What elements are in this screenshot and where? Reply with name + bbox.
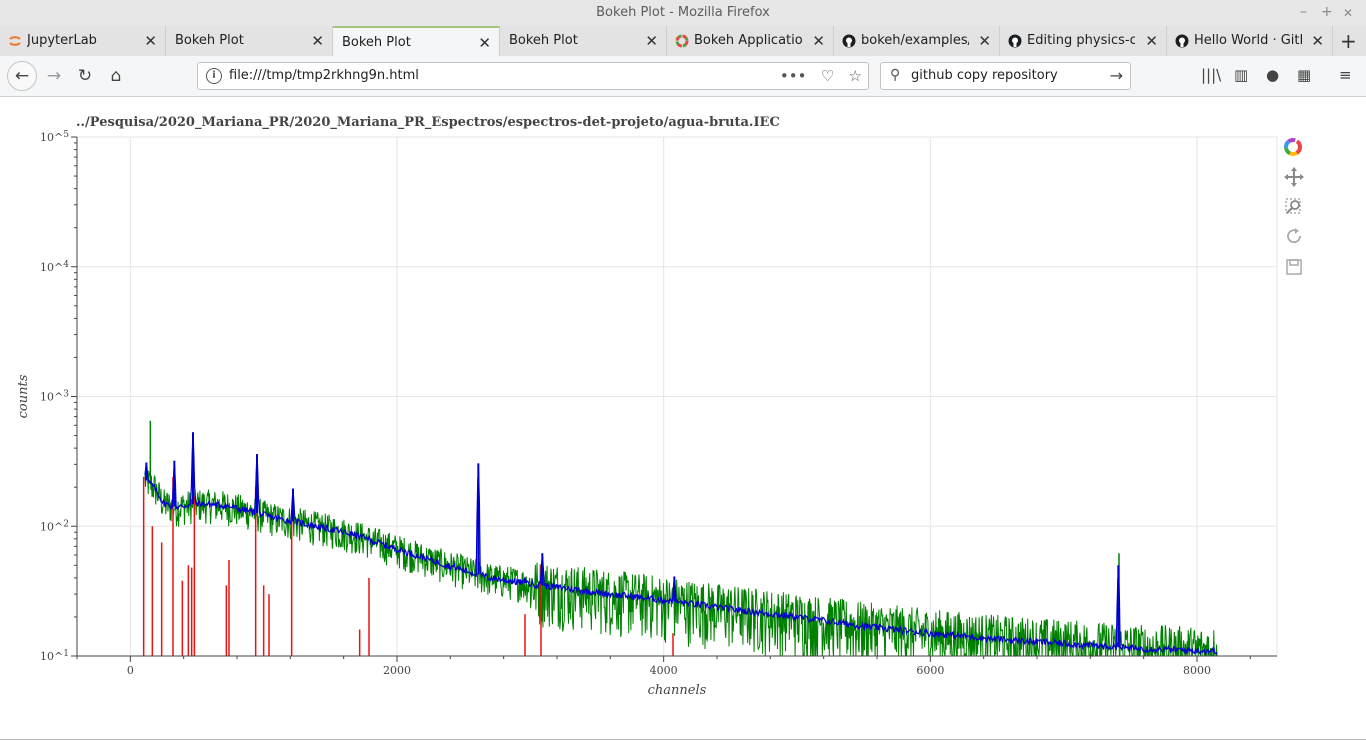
x-axis-label: channels [648,683,707,698]
close-tab-icon[interactable]: ✕ [645,32,658,50]
search-text[interactable]: github copy repository [911,68,1058,83]
tab-label: Editing physics-co [1027,33,1135,48]
extensions-icon[interactable]: ▦ [1297,66,1312,84]
window-title: Bokeh Plot - Mozilla Firefox [596,5,770,20]
library-icon[interactable]: |||\ [1201,66,1222,84]
back-button[interactable]: ← [7,61,37,91]
peak-stems-series [142,476,674,656]
menu-icon[interactable]: ≡ [1339,66,1352,84]
smoothed-spectrum-line [144,432,1218,656]
spectrum-chart[interactable]: 0 2000 4000 6000 8000 10^1 10^2 10^3 10^4 10^5 ch… [0,96,1366,716]
close-tab-icon[interactable]: ✕ [812,32,825,50]
tab-strip: JupyterLab ✕ Bokeh Plot ✕ Bokeh Plot ✕ B… [0,26,1366,57]
y-axis-label: counts [16,374,31,418]
github-icon [1008,34,1022,48]
close-tab-icon[interactable]: ✕ [144,32,157,50]
tab-jupyterlab[interactable]: JupyterLab ✕ [0,26,166,56]
close-tab-icon[interactable]: ✕ [311,32,324,50]
tab-bokeh-plot-active[interactable]: Bokeh Plot ✕ [333,26,500,56]
close-tab-icon[interactable]: ✕ [978,32,991,50]
url-bar[interactable]: i file:///tmp/tmp2rkhng9n.html ••• ♡ ☆ [197,62,869,90]
tab-label: Hello World · GitH [1194,33,1302,48]
bookmark-star-icon[interactable]: ☆ [848,67,862,85]
close-tab-icon[interactable]: ✕ [478,34,491,52]
more-actions-icon[interactable]: ••• [779,67,807,85]
maximize-button[interactable]: + [1321,4,1333,20]
x-tick-label: 6000 [916,664,944,677]
jupyter-icon [9,36,21,46]
save-icon[interactable] [1281,254,1307,280]
sidebar-icon[interactable]: ▥ [1234,66,1249,84]
tab-bokeh-examples[interactable]: bokeh/examples/ ✕ [834,26,1000,56]
reload-button[interactable]: ↻ [77,66,93,86]
y-tick-label: 10^4 [40,260,69,274]
tab-bokeh-plot-1[interactable]: Bokeh Plot ✕ [166,26,333,56]
box-zoom-icon[interactable] [1281,194,1307,220]
x-tick-label: 2000 [383,664,411,677]
account-icon[interactable]: ● [1266,66,1280,84]
tab-label: JupyterLab [27,33,97,48]
search-bar[interactable]: ⚲ github copy repository → [880,62,1131,90]
smoothed-spectrum-series [144,432,1218,656]
page-actions: ••• ♡ ☆ [780,67,862,85]
github-icon [842,34,856,48]
tab-hello-world[interactable]: Hello World · GitH ✕ [1167,26,1333,56]
x-tick-label: 0 [127,664,134,677]
tab-editing-physics[interactable]: Editing physics-co ✕ [1000,26,1167,56]
close-window-button[interactable]: ✕ [1343,6,1354,20]
y-tick-label: 10^5 [40,130,69,144]
minimize-button[interactable]: – [1300,4,1307,20]
close-tab-icon[interactable]: ✕ [1311,32,1324,50]
info-icon[interactable]: i [206,68,222,84]
github-icon [1175,34,1189,48]
pan-icon[interactable] [1281,164,1307,190]
grid-lines [77,136,1277,657]
url-text[interactable]: file:///tmp/tmp2rkhng9n.html [229,68,419,83]
page-bottom-border [0,739,1366,740]
new-tab-button[interactable]: + [1340,29,1357,53]
window-titlebar: Bokeh Plot - Mozilla Firefox – + ✕ [0,0,1366,27]
raw-spectrum-line [144,465,1218,658]
search-go-icon[interactable]: → [1109,66,1123,85]
tab-label: bokeh/examples/ [861,33,969,48]
bokeh-logo-icon[interactable] [1281,136,1307,162]
tab-label: Bokeh Application [694,33,802,48]
navigation-bar: ← → ↻ ⌂ i file:///tmp/tmp2rkhng9n.html •… [0,56,1366,97]
x-tick-label: 8000 [1183,664,1211,677]
bokeh-icon [675,34,689,48]
tab-label: Bokeh Plot [175,33,244,48]
reset-icon[interactable] [1281,224,1307,250]
x-tick-label: 4000 [650,664,678,677]
y-tick-label: 10^2 [40,519,69,533]
home-button[interactable]: ⌂ [110,66,122,86]
close-tab-icon[interactable]: ✕ [1145,32,1158,50]
tab-label: Bokeh Plot [509,33,578,48]
tab-bokeh-application[interactable]: Bokeh Application ✕ [667,26,834,56]
axes: 0 2000 4000 6000 8000 10^1 10^2 10^3 10^4 10^5 [40,130,1277,677]
y-tick-label: 10^1 [40,649,69,663]
search-icon: ⚲ [890,67,901,83]
tab-label: Bokeh Plot [342,35,411,50]
pocket-icon[interactable]: ♡ [820,67,835,85]
y-tick-label: 10^3 [40,390,69,404]
forward-button[interactable]: → [46,66,62,86]
raw-spectrum-series [144,420,1218,658]
plot-title: ../Pesquisa/2020_Mariana_PR/2020_Mariana… [76,115,780,130]
tab-bokeh-plot-3[interactable]: Bokeh Plot ✕ [500,26,667,56]
